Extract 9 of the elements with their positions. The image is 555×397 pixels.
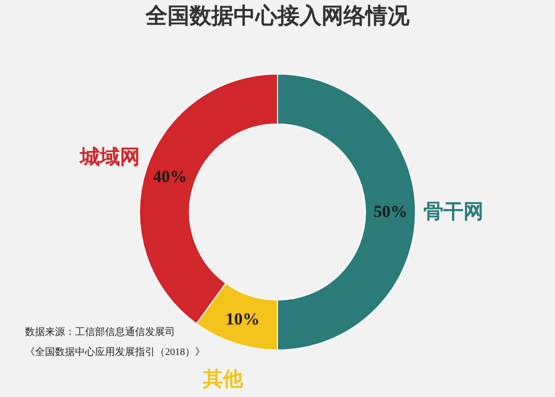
chart-title: 全国数据中心接入网络情况	[144, 3, 410, 28]
data-label: 10%	[226, 309, 260, 328]
slice-label: 城域网	[79, 146, 140, 169]
data-label: 50%	[374, 202, 408, 221]
text: 《全国数据中心应用发展指引（2018）》	[25, 346, 205, 358]
source-note: 数据来源：工信部信息通信发展司	[25, 326, 175, 338]
slice-label: 其他	[202, 368, 244, 390]
slice-label: 骨干网	[424, 201, 484, 223]
data-label: 40%	[153, 167, 188, 186]
